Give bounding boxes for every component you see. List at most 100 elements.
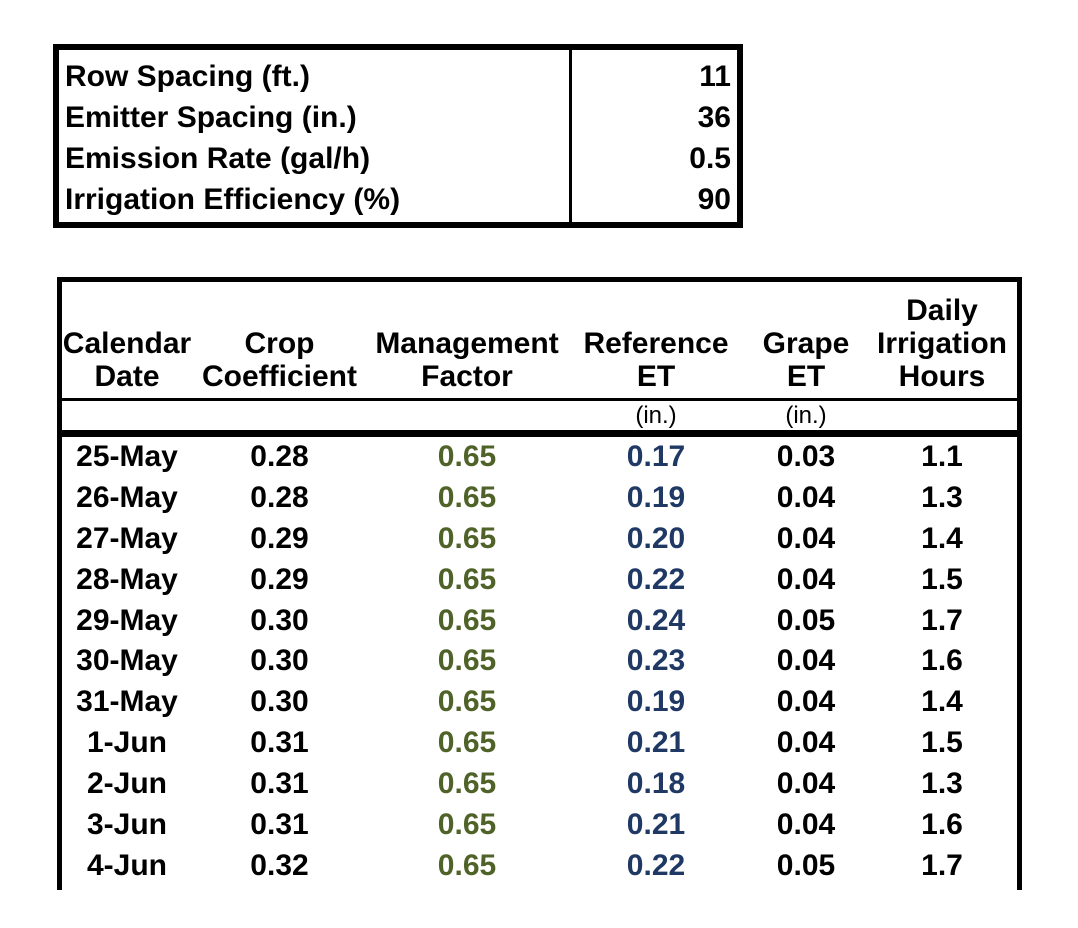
cell-grape-et: 0.04 (776, 808, 836, 842)
parameter-labels-column: Row Spacing (ft.) Emitter Spacing (in.) … (59, 50, 569, 222)
parameter-label: Emitter Spacing (in.) (65, 101, 357, 134)
cell-daily-irrigation-hours: 1.6 (921, 808, 963, 842)
cell-daily-irrigation-hours: 1.5 (921, 726, 963, 760)
table-row: 2-Jun 0.31 0.65 0.18 0.04 1.3 (62, 764, 1017, 805)
cell-crop-coefficient: 0.30 (250, 603, 309, 637)
column-header-calendar-date: Calendar Date (62, 327, 192, 393)
table-row: 28-May 0.29 0.65 0.22 0.04 1.5 (62, 560, 1017, 601)
column-header-line: ET (786, 360, 826, 393)
table-row: 27-May 0.29 0.65 0.20 0.04 1.4 (62, 519, 1017, 560)
cell-grape-et: 0.05 (776, 603, 836, 637)
cell-management-factor: 0.65 (437, 603, 497, 637)
cell-grape-et: 0.04 (776, 685, 836, 719)
cell-grape-et: 0.04 (776, 726, 836, 760)
cell-reference-et: 0.24 (626, 603, 686, 637)
table-row: 25-May 0.28 0.65 0.17 0.03 1.1 (62, 437, 1017, 478)
cell-management-factor: 0.65 (437, 685, 497, 719)
column-header-line: Reference (583, 327, 729, 360)
parameter-values-column: 11 36 0.5 90 (569, 50, 737, 222)
cell-daily-irrigation-hours: 1.6 (921, 644, 963, 678)
cell-reference-et: 0.18 (626, 767, 686, 801)
header-divider-thick (62, 430, 1017, 437)
cell-reference-et: 0.22 (626, 848, 686, 882)
cell-reference-et: 0.21 (626, 808, 686, 842)
column-header-line: Coefficient (201, 360, 357, 393)
unit-label-reference-et: (in.) (635, 402, 677, 429)
cell-crop-coefficient: 0.30 (250, 644, 309, 678)
column-header-line: Irrigation (876, 327, 1007, 360)
cell-daily-irrigation-hours: 1.7 (921, 848, 963, 882)
cell-calendar-date: 3-Jun (86, 808, 167, 842)
cell-calendar-date: 28-May (76, 562, 178, 596)
cell-daily-irrigation-hours: 1.4 (921, 521, 963, 555)
column-header-reference-et: Reference ET (567, 327, 745, 393)
cell-management-factor: 0.65 (437, 726, 497, 760)
schedule-body: 25-May 0.28 0.65 0.17 0.03 1.1 26-May 0.28 0.65 0… (62, 437, 1017, 887)
parameter-value: 11 (699, 60, 731, 93)
column-header-line: Date (94, 360, 160, 393)
cell-reference-et: 0.22 (626, 562, 686, 596)
cell-daily-irrigation-hours: 1.3 (921, 480, 963, 514)
schedule-units-row: (in.) (in.) (62, 401, 1017, 430)
cell-calendar-date: 30-May (76, 644, 178, 678)
column-header-line: Management (375, 327, 559, 360)
cell-crop-coefficient: 0.29 (250, 521, 309, 555)
parameter-label: Irrigation Efficiency (%) (65, 183, 401, 216)
column-header-line: ET (636, 360, 676, 393)
cell-management-factor: 0.65 (437, 480, 497, 514)
cell-management-factor: 0.65 (437, 767, 497, 801)
cell-grape-et: 0.05 (776, 848, 836, 882)
column-header-line: Hours (898, 360, 986, 393)
parameter-value: 90 (697, 183, 731, 216)
setup-parameters-table: Row Spacing (ft.) Emitter Spacing (in.) … (53, 44, 743, 228)
column-header-daily-irrigation-hours: Daily Irrigation Hours (867, 294, 1017, 393)
cell-reference-et: 0.17 (626, 440, 686, 473)
cell-calendar-date: 26-May (76, 480, 178, 514)
cell-calendar-date: 31-May (76, 685, 178, 719)
cell-calendar-date: 4-Jun (86, 848, 167, 882)
unit-label-daily-irrigation-hours (867, 401, 1017, 430)
cell-crop-coefficient: 0.29 (250, 562, 309, 596)
table-row: 31-May 0.30 0.65 0.19 0.04 1.4 (62, 682, 1017, 723)
cell-management-factor: 0.65 (437, 644, 497, 678)
cell-grape-et: 0.04 (776, 480, 836, 514)
column-header-line: Daily (906, 294, 978, 327)
cell-management-factor: 0.65 (437, 848, 497, 882)
table-row: 30-May 0.30 0.65 0.23 0.04 1.6 (62, 641, 1017, 682)
cell-crop-coefficient: 0.28 (250, 480, 309, 514)
table-row: 4-Jun 0.32 0.65 0.22 0.05 1.7 (62, 846, 1017, 887)
parameter-value: 0.5 (689, 142, 731, 175)
cell-daily-irrigation-hours: 1.7 (921, 603, 963, 637)
column-header-line: Factor (421, 360, 513, 393)
column-header-grape-et: Grape ET (745, 327, 867, 393)
cell-reference-et: 0.20 (626, 521, 686, 555)
column-header-management-factor: Management Factor (367, 327, 567, 393)
cell-daily-irrigation-hours: 1.5 (921, 562, 963, 596)
table-row: 29-May 0.30 0.65 0.24 0.05 1.7 (62, 601, 1017, 642)
cell-reference-et: 0.19 (626, 685, 686, 719)
cell-calendar-date: 29-May (76, 603, 178, 637)
cell-grape-et: 0.04 (776, 644, 836, 678)
cell-grape-et: 0.03 (776, 440, 836, 473)
cell-grape-et: 0.04 (776, 767, 836, 801)
table-row: 26-May 0.28 0.65 0.19 0.04 1.3 (62, 478, 1017, 519)
column-header-line: Calendar (62, 327, 192, 360)
column-header-line: Grape (762, 327, 850, 360)
irrigation-schedule-table: Calendar Date Crop Coefficient Management Fac… (57, 277, 1022, 890)
cell-grape-et: 0.04 (776, 562, 836, 596)
cell-daily-irrigation-hours: 1.1 (921, 440, 963, 473)
cell-reference-et: 0.23 (626, 644, 686, 678)
cell-management-factor: 0.65 (437, 521, 497, 555)
column-header-crop-coefficient: Crop Coefficient (192, 327, 367, 393)
cell-calendar-date: 27-May (76, 521, 178, 555)
schedule-header-row: Calendar Date Crop Coefficient Management Fac… (62, 282, 1017, 398)
cell-reference-et: 0.21 (626, 726, 686, 760)
cell-crop-coefficient: 0.31 (250, 726, 309, 760)
parameter-label: Row Spacing (ft.) (65, 60, 310, 93)
cell-crop-coefficient: 0.31 (250, 767, 309, 801)
column-header-line: Crop (244, 327, 315, 360)
cell-crop-coefficient: 0.30 (250, 685, 309, 719)
parameter-value: 36 (697, 101, 731, 134)
unit-label-management-factor (367, 401, 567, 430)
cell-crop-coefficient: 0.31 (250, 808, 309, 842)
